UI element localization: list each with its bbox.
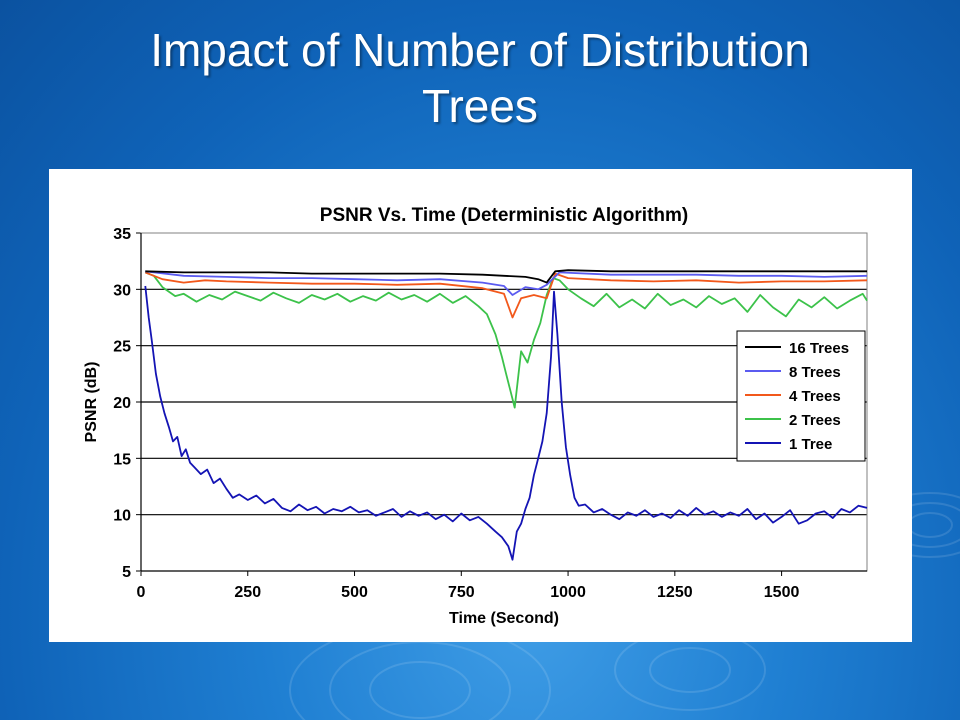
legend-label: 4 Trees xyxy=(789,388,841,405)
psnr-chart: PSNR Vs. Time (Deterministic Algorithm) 5… xyxy=(83,205,868,627)
legend-label: 8 Trees xyxy=(789,364,841,381)
x-tick-label: 750 xyxy=(448,584,475,601)
slide-title-line-1: Impact of Number of Distribution xyxy=(150,24,810,76)
chart-title: PSNR Vs. Time (Deterministic Algorithm) xyxy=(320,205,688,226)
y-axis-label: PSNR (dB) xyxy=(83,362,100,443)
x-tick-label: 250 xyxy=(234,584,261,601)
legend-label: 2 Trees xyxy=(789,412,841,429)
slide-title: Impact of Number of Distribution Trees xyxy=(0,22,960,134)
legend-label: 16 Trees xyxy=(789,340,849,357)
series-line-16-trees xyxy=(145,269,867,284)
series-line-2-trees xyxy=(144,271,868,409)
series-line-4-trees xyxy=(144,271,868,319)
x-tick-label: 1000 xyxy=(550,584,586,601)
y-tick-label: 15 xyxy=(113,451,131,468)
x-axis-label: Time (Second) xyxy=(449,610,559,627)
y-tick-label: 5 xyxy=(122,564,131,581)
legend-label: 1 Tree xyxy=(789,436,832,453)
chart-figure: PSNR Vs. Time (Deterministic Algorithm) 5… xyxy=(49,169,912,642)
y-tick-label: 20 xyxy=(113,395,131,412)
y-tick-label: 35 xyxy=(113,226,131,243)
y-tick-label: 30 xyxy=(113,282,131,299)
slide-title-line-2: Trees xyxy=(422,80,538,132)
x-tick-label: 1500 xyxy=(764,584,800,601)
x-tick-label: 0 xyxy=(137,584,146,601)
y-tick-label: 25 xyxy=(113,339,131,356)
legend-box xyxy=(736,330,866,462)
series-line-1-tree xyxy=(144,285,868,561)
x-tick-label: 500 xyxy=(341,584,368,601)
x-tick-label: 1250 xyxy=(657,584,693,601)
series-line-8-trees xyxy=(145,270,868,296)
y-tick-label: 10 xyxy=(113,508,131,525)
